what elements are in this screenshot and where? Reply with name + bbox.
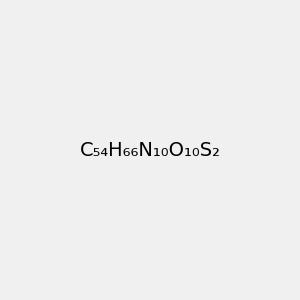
Text: C₅₄H₆₆N₁₀O₁₀S₂: C₅₄H₆₆N₁₀O₁₀S₂: [80, 140, 220, 160]
